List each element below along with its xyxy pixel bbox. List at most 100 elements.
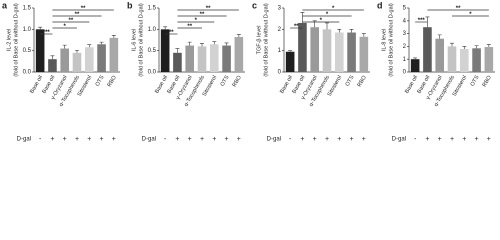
row-value: + (50, 136, 54, 143)
x-tick-label: RBO (107, 74, 119, 88)
x-tick-label: RBO (232, 74, 244, 88)
significance-label: ** (81, 6, 86, 12)
bar (197, 46, 207, 72)
row-value: + (438, 136, 442, 143)
row-label: D-gal (392, 137, 406, 143)
significance-label: * (469, 12, 472, 18)
row-label: D-gal (142, 137, 156, 143)
row-value: - (164, 136, 167, 143)
bar (209, 44, 219, 72)
significance-label: ** (169, 30, 174, 36)
significance-label: ** (456, 6, 461, 12)
row-value: + (300, 136, 304, 143)
y-tick-label: 2 (403, 44, 407, 50)
y-tick-label: 1.0 (148, 27, 157, 33)
row-value: + (175, 136, 179, 143)
error-bar (87, 44, 92, 48)
error-bar (187, 41, 192, 46)
significance-label: * (326, 12, 329, 18)
y-axis-label: (fold of Base oil without D-gal) (388, 3, 394, 77)
significance-label: ** (206, 6, 211, 12)
y-tick-label: 1.5 (23, 6, 32, 12)
error-bar (486, 44, 491, 48)
error-bar (337, 29, 342, 33)
bar (72, 52, 82, 72)
error-bar (349, 29, 354, 33)
row-label: D-gal (267, 137, 281, 143)
x-tick-label: RBO (357, 74, 369, 88)
bar (459, 48, 469, 72)
y-tick-label: 2 (278, 27, 282, 33)
error-bar (288, 50, 293, 52)
bar (97, 44, 106, 72)
bar (109, 37, 119, 72)
significance-label: * (332, 6, 335, 12)
bar (447, 46, 457, 72)
x-tick-label: OTS (95, 74, 106, 87)
y-tick-label: 1.0 (23, 27, 32, 33)
y-tick-label: 5 (403, 6, 407, 12)
row-value: + (75, 136, 79, 143)
significance-label: ** (75, 12, 80, 18)
error-bar (437, 34, 442, 39)
row-value: + (475, 136, 479, 143)
y-tick-label: 0.0 (23, 70, 32, 76)
x-tick-label: RBO (482, 74, 494, 88)
error-bar (163, 26, 168, 30)
bar (334, 32, 344, 72)
bar (60, 48, 70, 72)
error-bar (111, 35, 116, 38)
y-axis-label: IL-8 level (381, 29, 387, 51)
error-bar (450, 42, 454, 47)
row-value: + (200, 136, 204, 143)
y-axis-label: (fold of Base oil without D-gal) (13, 3, 19, 77)
error-bar (50, 55, 55, 60)
row-value: + (362, 136, 366, 143)
significance-label: ** (200, 12, 205, 18)
significance-label: *** (418, 18, 426, 24)
row-value: + (325, 136, 329, 143)
bar (435, 38, 445, 72)
bar (423, 27, 432, 72)
row-value: + (112, 136, 116, 143)
error-bar (413, 57, 418, 60)
bar (484, 47, 494, 72)
y-axis-label: TGF-β level (256, 26, 262, 55)
y-tick-label: 3 (403, 31, 407, 37)
y-tick-label: 3 (278, 6, 282, 12)
y-tick-label: 0 (278, 70, 282, 76)
bar (173, 52, 182, 72)
bar (298, 22, 307, 72)
error-bar (62, 44, 67, 49)
y-axis-label: (fold of Base oil without D-gal) (263, 3, 269, 77)
error-bar (38, 26, 43, 30)
y-tick-label: 0 (403, 70, 407, 76)
y-axis-label: IL-2 level (6, 29, 12, 51)
row-label: D-gal (17, 137, 31, 143)
significance-label: * (195, 18, 198, 24)
error-bar (462, 46, 467, 49)
y-axis-label: IL-6 level (131, 29, 137, 51)
y-tick-label: 1 (403, 57, 407, 63)
bar (359, 36, 369, 72)
bar (35, 29, 45, 72)
row-value: + (487, 136, 491, 143)
significance-label: *** (43, 30, 51, 36)
row-value: + (63, 136, 67, 143)
significance-label: ** (187, 24, 192, 30)
error-bar (325, 22, 329, 30)
error-bar (474, 45, 479, 49)
row-value: + (225, 136, 229, 143)
row-value: + (100, 136, 104, 143)
row-value: + (313, 136, 317, 143)
row-value: + (337, 136, 341, 143)
panel-label: d (377, 0, 383, 10)
bar (347, 32, 356, 72)
error-bar (175, 48, 180, 53)
y-tick-label: 0.5 (23, 48, 32, 54)
y-tick-label: 0.0 (148, 70, 157, 76)
row-value: + (425, 136, 429, 143)
bar (84, 47, 94, 72)
bar (472, 48, 481, 72)
significance-label: ** (69, 18, 74, 24)
